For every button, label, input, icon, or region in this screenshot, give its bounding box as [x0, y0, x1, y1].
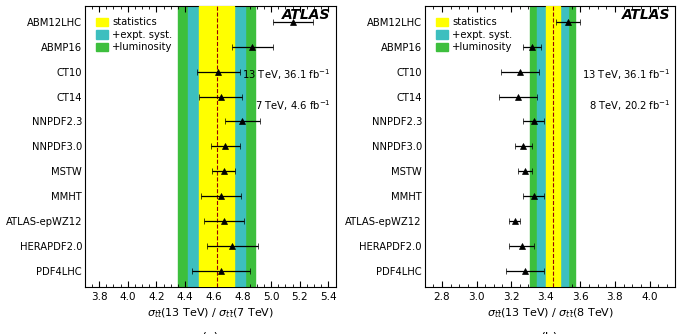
Text: 13 TeV, 36.1 fb$^{-1}$: 13 TeV, 36.1 fb$^{-1}$	[582, 67, 670, 82]
X-axis label: $\sigma_{t\bar{t}}$(13 TeV) / $\sigma_{t\bar{t}}$(8 TeV): $\sigma_{t\bar{t}}$(13 TeV) / $\sigma_{t…	[486, 306, 614, 320]
Text: 8 TeV, 20.2 fb$^{-1}$: 8 TeV, 20.2 fb$^{-1}$	[589, 99, 670, 113]
Text: 7 TeV, 4.6 fb$^{-1}$: 7 TeV, 4.6 fb$^{-1}$	[255, 99, 330, 113]
Bar	[178, 6, 255, 287]
Legend: statistics, +expt. syst., +luminosity: statistics, +expt. syst., +luminosity	[432, 13, 517, 56]
Text: (a): (a)	[202, 332, 219, 334]
Bar	[188, 6, 245, 287]
Text: ATLAS: ATLAS	[622, 8, 670, 22]
Bar	[537, 6, 568, 287]
Text: ATLAS: ATLAS	[282, 8, 330, 22]
Text: (b): (b)	[541, 332, 559, 334]
Text: 13 TeV, 36.1 fb$^{-1}$: 13 TeV, 36.1 fb$^{-1}$	[242, 67, 330, 82]
Bar	[200, 6, 234, 287]
Bar	[545, 6, 560, 287]
Bar	[530, 6, 575, 287]
X-axis label: $\sigma_{t\bar{t}}$(13 TeV) / $\sigma_{t\bar{t}}$(7 TeV): $\sigma_{t\bar{t}}$(13 TeV) / $\sigma_{t…	[146, 306, 274, 320]
Legend: statistics, +expt. syst., +luminosity: statistics, +expt. syst., +luminosity	[93, 13, 176, 56]
